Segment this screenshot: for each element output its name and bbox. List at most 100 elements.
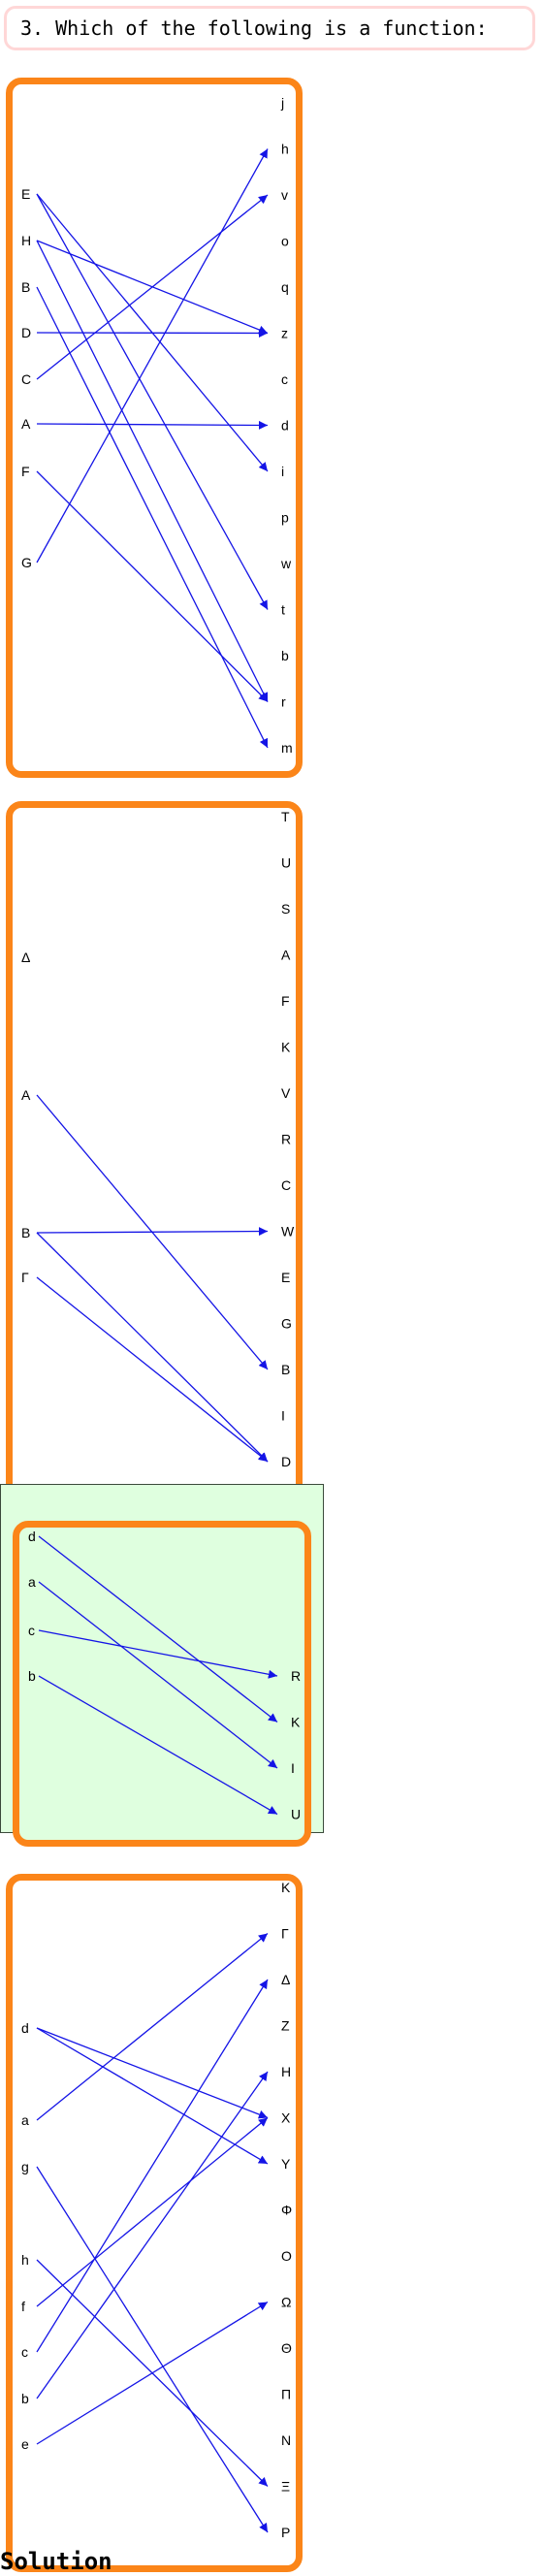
codomain-element: W — [281, 1224, 295, 1240]
mapping-arrow — [36, 2071, 269, 2399]
mapping-arrow — [36, 148, 269, 564]
codomain-element: T — [281, 809, 290, 824]
codomain-element: R — [291, 1668, 301, 1684]
solution-heading: Solution — [0, 2548, 112, 2575]
mapping-arrow — [38, 1535, 278, 1723]
codomain-element: H — [281, 2064, 291, 2079]
domain-element: H — [21, 233, 31, 248]
codomain-element: t — [281, 602, 285, 618]
mapping-arrow — [36, 240, 269, 702]
domain-element: Δ — [21, 950, 30, 965]
codomain-element: Δ — [281, 1972, 290, 1987]
codomain-element: j — [280, 95, 284, 111]
codomain-element: F — [281, 993, 290, 1009]
mapping-arrow — [38, 1675, 278, 1816]
codomain-element: Γ — [281, 1926, 289, 1942]
domain-element: e — [21, 2436, 29, 2452]
mapping-arrow — [36, 194, 269, 380]
codomain-element: K — [281, 1880, 291, 1895]
mapping-arrow — [36, 470, 269, 702]
domain-element: c — [28, 1623, 35, 1638]
codomain-element: Φ — [281, 2203, 292, 2218]
domain-element: a — [21, 2112, 29, 2128]
domain-element: b — [21, 2391, 29, 2406]
mapping-arrow — [36, 2027, 269, 2119]
codomain-element: A — [281, 948, 291, 963]
domain-element: B — [21, 279, 30, 295]
domain-element: d — [21, 2020, 29, 2036]
option-panel-3[interactable] — [13, 1521, 311, 1847]
codomain-element: Ω — [281, 2295, 291, 2310]
domain-element: B — [21, 1225, 30, 1240]
codomain-element: N — [281, 2432, 291, 2448]
codomain-element: G — [281, 1316, 292, 1332]
codomain-element: R — [281, 1132, 291, 1147]
codomain-element: Z — [281, 2018, 290, 2034]
domain-element: Γ — [21, 1270, 29, 1285]
codomain-element: E — [281, 1270, 290, 1285]
mapping-arrow — [36, 2116, 269, 2307]
option-panel-1[interactable] — [6, 78, 303, 778]
codomain-element: D — [281, 1454, 291, 1469]
mapping-arrow — [36, 1979, 269, 2353]
question-prompt: 3. Which of the following is a function: — [4, 6, 535, 50]
codomain-element: c — [281, 371, 288, 387]
option-panel-2[interactable] — [6, 801, 303, 1501]
domain-element: G — [21, 555, 32, 570]
domain-element: c — [21, 2344, 28, 2360]
mapping-arrow — [36, 2027, 269, 2165]
codomain-element: O — [281, 2248, 292, 2264]
codomain-element: C — [281, 1177, 291, 1193]
codomain-element: K — [291, 1715, 301, 1730]
mapping-arrow — [38, 1581, 278, 1769]
mapping-arrow — [36, 1227, 269, 1237]
option-panel-4[interactable] — [6, 1874, 303, 2572]
codomain-element: U — [291, 1807, 301, 1822]
codomain-element: P — [281, 2525, 290, 2540]
codomain-element: X — [281, 2110, 291, 2126]
mapping-arrow — [36, 2301, 269, 2445]
domain-element: A — [21, 1087, 31, 1103]
domain-element: g — [21, 2159, 29, 2174]
codomain-element: Ξ — [281, 2479, 290, 2495]
codomain-element: o — [281, 234, 289, 249]
codomain-element: I — [291, 1760, 295, 1776]
mapping-arrow — [36, 193, 269, 610]
codomain-element: q — [281, 279, 289, 295]
codomain-element: z — [281, 326, 288, 341]
domain-element: b — [28, 1668, 36, 1684]
codomain-element: v — [281, 187, 288, 203]
codomain-element: w — [280, 556, 292, 571]
codomain-element: I — [281, 1408, 285, 1424]
mapping-arrow — [36, 1232, 269, 1463]
mapping-arrow — [36, 2166, 269, 2533]
codomain-element: r — [281, 694, 286, 710]
codomain-element: Π — [281, 2387, 291, 2402]
domain-element: E — [21, 186, 30, 202]
domain-element: d — [28, 1529, 36, 1544]
domain-element: A — [21, 416, 31, 432]
codomain-element: U — [281, 855, 291, 871]
mapping-arrow — [36, 286, 269, 749]
domain-element: C — [21, 371, 31, 387]
codomain-element: m — [281, 740, 293, 756]
mapping-arrow — [38, 1629, 278, 1679]
mapping-arrow — [36, 328, 269, 338]
codomain-element: i — [281, 464, 284, 479]
codomain-element: b — [281, 648, 289, 663]
codomain-element: Θ — [281, 2340, 292, 2356]
codomain-element: Y — [281, 2156, 291, 2172]
domain-element: f — [21, 2299, 25, 2314]
domain-element: a — [28, 1574, 36, 1590]
codomain-element: V — [281, 1085, 291, 1101]
codomain-element: B — [281, 1362, 290, 1377]
mapping-arrow — [36, 420, 269, 430]
domain-element: D — [21, 325, 31, 340]
domain-element: F — [21, 464, 30, 479]
codomain-element: K — [281, 1040, 291, 1055]
mapping-arrow — [36, 1276, 269, 1463]
codomain-element: h — [281, 142, 289, 157]
